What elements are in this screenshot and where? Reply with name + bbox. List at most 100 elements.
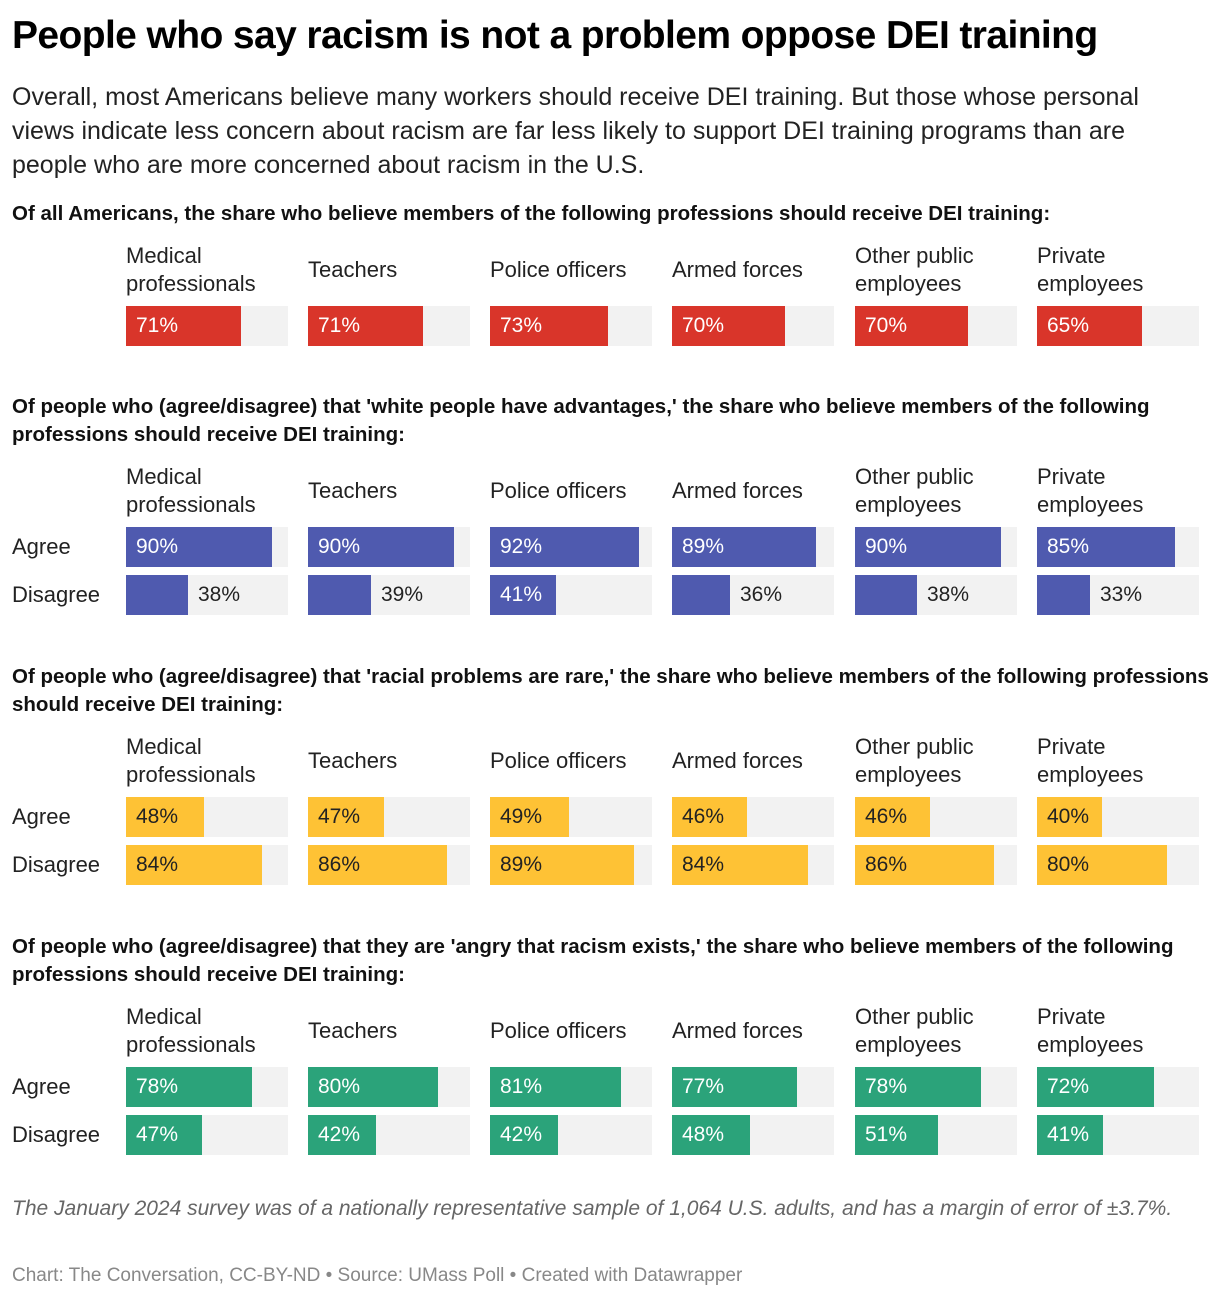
category-label-text: Private employees: [1037, 464, 1144, 517]
bar[interactable]: [672, 797, 747, 837]
bar-track: 48%: [126, 797, 288, 837]
bar[interactable]: [490, 1067, 621, 1107]
bar-value-label: 47%: [136, 1123, 179, 1146]
bar-value-label: 73%: [500, 314, 543, 337]
panel-title: Of people who (agree/disagree) that they…: [12, 935, 1174, 986]
bar[interactable]: [490, 575, 556, 615]
category-label: Other public employees: [855, 461, 1025, 521]
bar-track: 77%: [672, 1067, 834, 1107]
bar[interactable]: [855, 527, 1001, 567]
category-label-text: Teachers: [308, 478, 398, 503]
bar-value-label: 86%: [318, 853, 361, 876]
bar[interactable]: [672, 1067, 797, 1107]
chart-panel: Of people who (agree/disagree) that 'rac…: [0, 663, 1220, 885]
bar[interactable]: [308, 575, 371, 615]
category-label-text: Other public employees: [855, 464, 974, 517]
bar[interactable]: [126, 1115, 202, 1155]
bar-value-label: 77%: [682, 1075, 725, 1098]
bar[interactable]: [855, 845, 994, 885]
bar[interactable]: [855, 575, 917, 615]
category-label-text: Teachers: [308, 257, 398, 282]
bar[interactable]: [126, 1067, 252, 1107]
bar[interactable]: [1037, 575, 1090, 615]
bar[interactable]: [1037, 1067, 1154, 1107]
bar[interactable]: [855, 1115, 938, 1155]
bar-value-label: 39%: [381, 583, 424, 606]
bar-value-label: 33%: [1100, 583, 1143, 606]
bar[interactable]: [1037, 306, 1142, 346]
bar[interactable]: [672, 306, 785, 346]
bar[interactable]: [308, 845, 447, 885]
category-label: Other public employees: [855, 1001, 1025, 1061]
bar[interactable]: [490, 797, 569, 837]
bar[interactable]: [672, 845, 808, 885]
bar[interactable]: [1037, 527, 1175, 567]
bar-value-label: 70%: [682, 314, 725, 337]
row-label-disagree: Disagree: [12, 1122, 101, 1147]
bar-value-label: 89%: [682, 535, 725, 558]
chart-intro: Overall, most Americans believe many wor…: [12, 83, 1139, 179]
bar[interactable]: [308, 1067, 438, 1107]
bar[interactable]: [1037, 797, 1102, 837]
bar-track: 47%: [308, 797, 470, 837]
bar-value-label: 41%: [1047, 1123, 1090, 1146]
bar[interactable]: [672, 575, 730, 615]
bar[interactable]: [855, 797, 930, 837]
category-label: Medical professionals: [126, 731, 296, 791]
chart-credits: Chart: The Conversation, CC-BY-ND • Sour…: [12, 1265, 743, 1286]
chart-panel: Of all Americans, the share who believe …: [0, 200, 1220, 390]
bar[interactable]: [1037, 1115, 1103, 1155]
category-label-text: Other public employees: [855, 243, 974, 296]
bar-track: 46%: [855, 797, 1017, 837]
bar[interactable]: [308, 1115, 376, 1155]
bar-value-label: 85%: [1047, 535, 1090, 558]
category-label-text: Police officers: [490, 1018, 627, 1043]
bar-track: 49%: [490, 797, 652, 837]
bar[interactable]: [126, 527, 272, 567]
bar-track: 89%: [490, 845, 652, 885]
bar-track: 92%: [490, 527, 652, 567]
bar[interactable]: [490, 306, 608, 346]
bar[interactable]: [672, 527, 816, 567]
bar-value-label: 49%: [500, 805, 543, 828]
row-label-disagree: Disagree: [12, 852, 101, 877]
bar[interactable]: [672, 1115, 750, 1155]
bar-track: 90%: [855, 527, 1017, 567]
bar-track: 70%: [672, 306, 834, 346]
bar[interactable]: [126, 306, 241, 346]
bar-track: 70%: [855, 306, 1017, 346]
bar-value-label: 90%: [136, 535, 179, 558]
category-label: Armed forces: [672, 1001, 842, 1061]
bar[interactable]: [490, 527, 639, 567]
bar-track: 86%: [855, 845, 1017, 885]
bar[interactable]: [490, 1115, 558, 1155]
bar[interactable]: [308, 306, 423, 346]
bar-value-label: 90%: [318, 535, 361, 558]
bar-track: 80%: [308, 1067, 470, 1107]
category-label-text: Medical professionals: [126, 1004, 256, 1057]
category-label-text: Medical professionals: [126, 243, 256, 296]
category-label-text: Private employees: [1037, 734, 1144, 787]
bar[interactable]: [1037, 845, 1167, 885]
bar-value-label: 40%: [1047, 805, 1090, 828]
bar[interactable]: [490, 845, 634, 885]
panel-title: Of people who (agree/disagree) that 'rac…: [12, 665, 1209, 716]
bar-track: 65%: [1037, 306, 1199, 346]
bar-track: 72%: [1037, 1067, 1199, 1107]
chart-panel: Of people who (agree/disagree) that 'whi…: [0, 393, 1220, 615]
bar[interactable]: [855, 306, 968, 346]
bar-track: 46%: [672, 797, 834, 837]
category-label: Teachers: [308, 731, 478, 791]
bar-track: 38%: [855, 575, 1017, 615]
category-label: Other public employees: [855, 240, 1025, 300]
bar[interactable]: [126, 797, 204, 837]
bar[interactable]: [855, 1067, 981, 1107]
bar[interactable]: [308, 527, 454, 567]
category-label: Other public employees: [855, 731, 1025, 791]
bar-track: 42%: [308, 1115, 470, 1155]
bar[interactable]: [126, 845, 262, 885]
bar[interactable]: [308, 797, 384, 837]
category-label: Police officers: [490, 1001, 660, 1061]
bar[interactable]: [126, 575, 188, 615]
bar-value-label: 51%: [865, 1123, 908, 1146]
